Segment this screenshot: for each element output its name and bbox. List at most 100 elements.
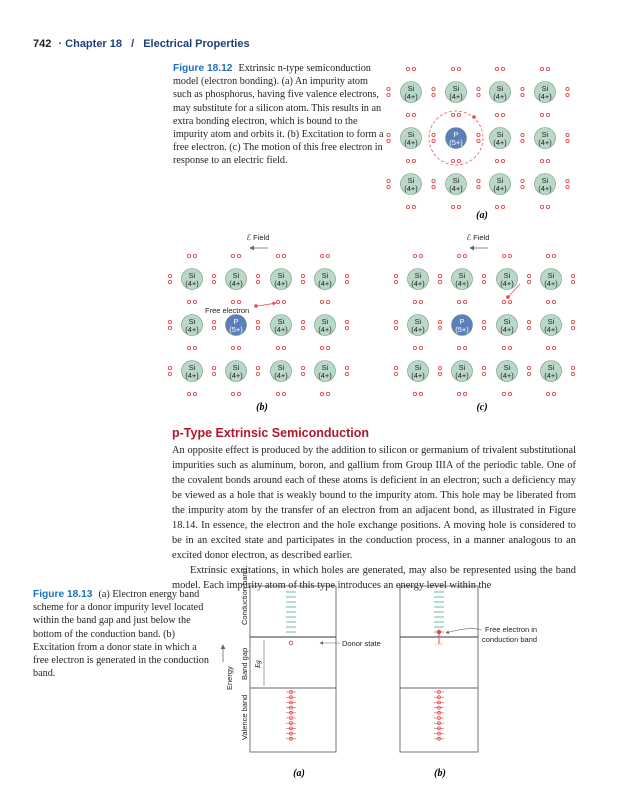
valence-electron bbox=[230, 299, 236, 305]
figure-label: Figure 18.12 bbox=[173, 63, 233, 74]
atom-core bbox=[225, 314, 247, 336]
atom-core bbox=[496, 360, 518, 382]
valence-electron bbox=[275, 391, 281, 397]
atom-charge: (4+) bbox=[404, 138, 418, 147]
valence-electron bbox=[386, 86, 391, 92]
valence-electron bbox=[570, 371, 576, 377]
atom-symbol: Si bbox=[278, 271, 285, 280]
silicon-atom: Si(4+) bbox=[534, 127, 556, 149]
atom-charge: (4+) bbox=[449, 92, 463, 101]
valence-electron bbox=[450, 158, 456, 164]
valence-electron bbox=[437, 716, 441, 720]
valence-electron bbox=[236, 345, 242, 351]
atom-symbol: Si bbox=[415, 363, 422, 372]
silicon-atom: Si(4+) bbox=[407, 360, 429, 382]
valence-electron bbox=[520, 178, 525, 184]
valence-electron bbox=[570, 365, 576, 371]
atom-charge: (4+) bbox=[538, 92, 552, 101]
atom-charge: (4+) bbox=[274, 371, 288, 380]
valence-electron bbox=[526, 319, 532, 325]
valence-electron bbox=[344, 279, 350, 285]
silicon-atom: Si(4+) bbox=[270, 314, 292, 336]
valence-electron bbox=[289, 710, 293, 715]
valence-electron bbox=[476, 92, 481, 98]
atom-charge: (4+) bbox=[318, 279, 332, 288]
valence-electron bbox=[520, 86, 525, 92]
electron-orbit bbox=[428, 110, 484, 166]
valence-electron bbox=[300, 371, 306, 377]
valence-electron bbox=[186, 299, 192, 305]
valence-electron bbox=[167, 325, 173, 331]
atom-symbol: Si bbox=[548, 363, 555, 372]
valence-electron bbox=[431, 86, 436, 92]
valence-electron bbox=[545, 299, 551, 305]
donor-electron bbox=[288, 640, 294, 646]
electron-path bbox=[507, 283, 521, 298]
panel-label-b: (b) bbox=[256, 402, 268, 413]
silicon-atom: Si(4+) bbox=[489, 127, 511, 149]
atom-core bbox=[451, 360, 473, 382]
valence-electron bbox=[481, 279, 487, 285]
atom-core bbox=[270, 268, 292, 290]
valence-electron bbox=[411, 112, 417, 118]
atom-symbol: P bbox=[453, 130, 458, 139]
atom-core bbox=[314, 314, 336, 336]
valence-electron bbox=[418, 345, 424, 351]
atom-core bbox=[181, 360, 203, 382]
valence-electron bbox=[526, 325, 532, 331]
valence-electron bbox=[437, 710, 441, 715]
atom-symbol: P bbox=[459, 317, 464, 326]
valence-electron bbox=[431, 92, 436, 98]
silicon-atom: Si(4+) bbox=[181, 360, 203, 382]
valence-electron bbox=[275, 345, 281, 351]
conduction-text: Conduction band bbox=[240, 568, 249, 625]
valence-electron bbox=[462, 345, 468, 351]
valence-electron bbox=[236, 299, 242, 305]
valence-electron bbox=[501, 391, 507, 397]
valence-electron bbox=[565, 132, 570, 138]
atom-charge: (4+) bbox=[538, 184, 552, 193]
silicon-atom: Si(4+) bbox=[314, 268, 336, 290]
valence-electron bbox=[520, 92, 525, 98]
valence-electron bbox=[462, 391, 468, 397]
valence-electron bbox=[289, 716, 293, 720]
valence-electron bbox=[437, 365, 443, 371]
valence-electron bbox=[545, 391, 551, 397]
valence-electron bbox=[255, 319, 261, 325]
valence-electron bbox=[289, 695, 293, 700]
valence-electron bbox=[412, 391, 418, 397]
atom-symbol: Si bbox=[233, 363, 240, 372]
atom-charge: (4+) bbox=[449, 184, 463, 193]
paragraph: Extrinsic excitations, in which holes ar… bbox=[172, 565, 576, 591]
valence-electron bbox=[344, 325, 350, 331]
silicon-atom: Si(4+) bbox=[540, 268, 562, 290]
atom-symbol: Si bbox=[233, 271, 240, 280]
atom-charge: (4+) bbox=[229, 279, 243, 288]
valence-electron bbox=[526, 365, 532, 371]
phosphorus-atom: P(5+) bbox=[225, 314, 247, 336]
figure-18-13-caption: Figure 18.13 (a) Electron energy band sch… bbox=[33, 588, 213, 680]
valence-electron bbox=[211, 319, 217, 325]
atom-symbol: Si bbox=[189, 271, 196, 280]
atom-symbol: Si bbox=[504, 317, 511, 326]
field-label-b: ℰ Field bbox=[247, 233, 270, 242]
valence-electron bbox=[501, 253, 507, 259]
valence-electron bbox=[545, 345, 551, 351]
atom-core bbox=[445, 173, 467, 195]
atom-symbol: Si bbox=[415, 317, 422, 326]
atom-symbol: Si bbox=[548, 317, 555, 326]
atom-charge: (4+) bbox=[500, 371, 514, 380]
valence-electron bbox=[494, 112, 500, 118]
atom-charge: (4+) bbox=[538, 138, 552, 147]
band-frame bbox=[399, 585, 479, 753]
valence-electron bbox=[186, 391, 192, 397]
atom-core bbox=[407, 360, 429, 382]
valence-electron bbox=[418, 253, 424, 259]
valence-electron bbox=[456, 345, 462, 351]
atom-symbol: Si bbox=[459, 363, 466, 372]
silicon-atom: Si(4+) bbox=[314, 314, 336, 336]
atom-core bbox=[270, 360, 292, 382]
atom-charge: (4+) bbox=[229, 371, 243, 380]
atom-charge: (4+) bbox=[455, 279, 469, 288]
valence-electron bbox=[462, 253, 468, 259]
